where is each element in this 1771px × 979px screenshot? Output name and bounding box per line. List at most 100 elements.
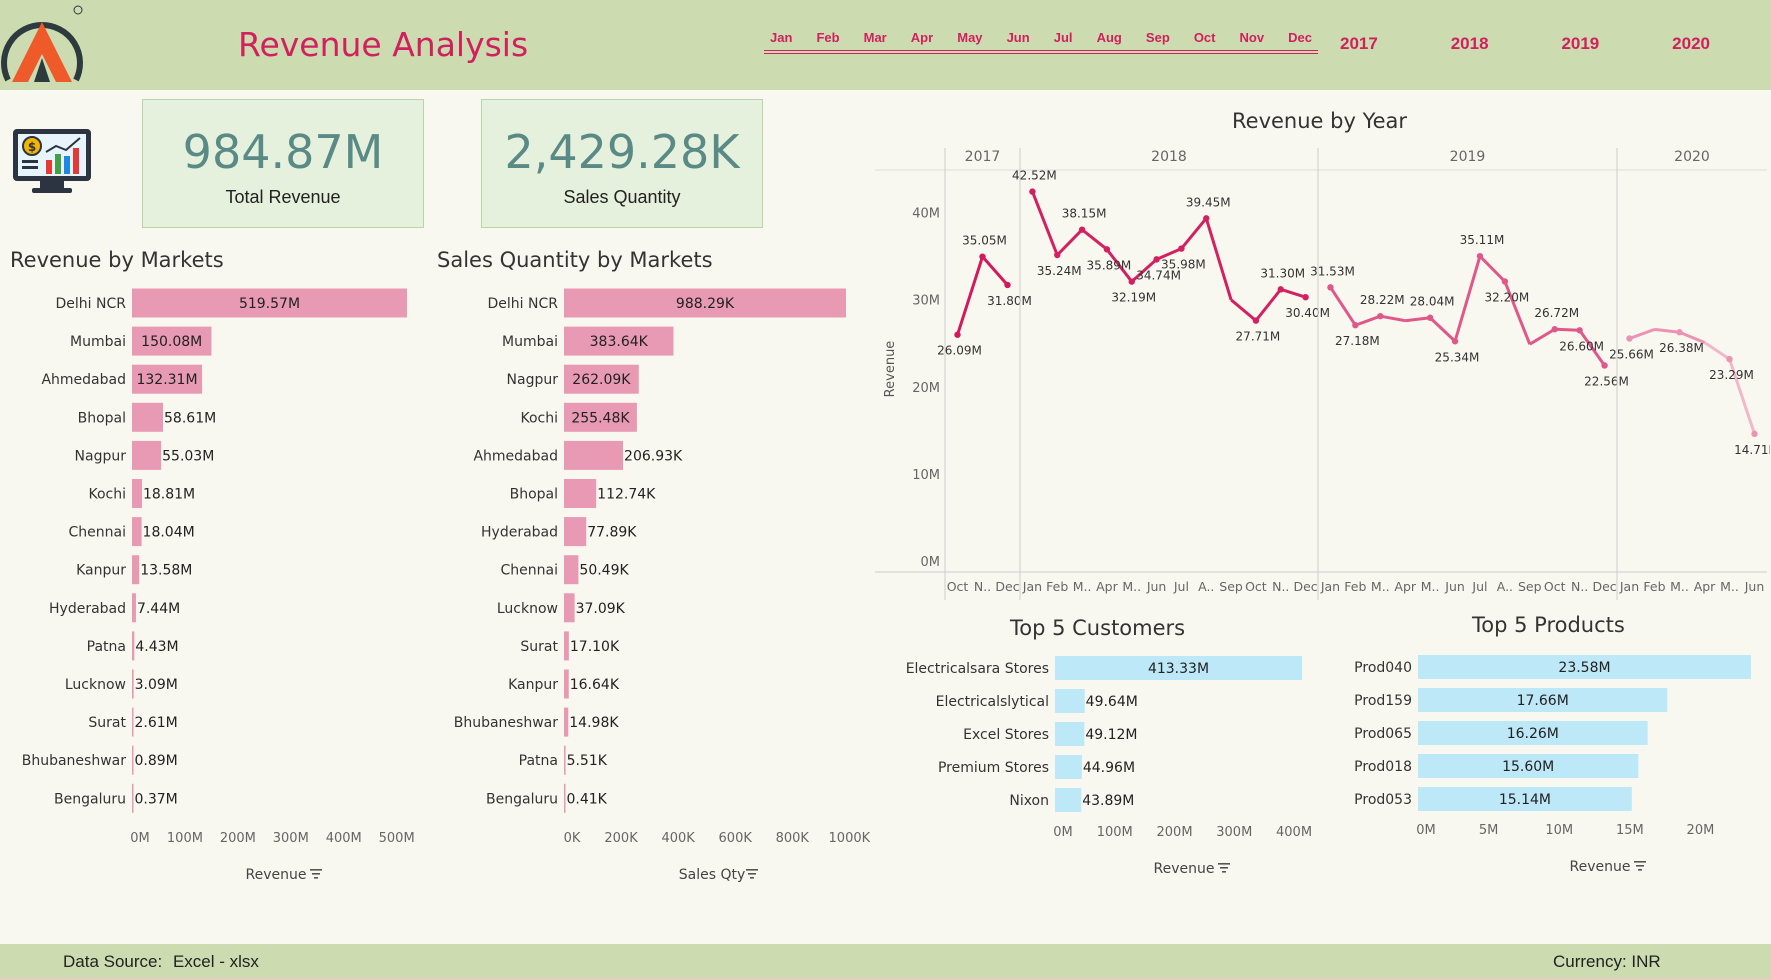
data-point: [1128, 278, 1135, 285]
bar-value-label: 55.03M: [162, 448, 214, 464]
line-segment: [1081, 228, 1108, 251]
revenue-by-markets-chart: Delhi NCR 519.57M Mumbai 150.08M Ahmedabad 13…: [22, 288, 415, 883]
bar: [1418, 688, 1668, 712]
x-tick-label: Jul: [1471, 579, 1487, 594]
bar-value-label: 13.58M: [140, 563, 192, 579]
line-segment: [1529, 327, 1556, 346]
data-label: 34.74M: [1136, 268, 1181, 282]
sort-icon-line: [1634, 861, 1646, 863]
month-filter-dec[interactable]: Dec: [1288, 30, 1312, 45]
year-filter-2019[interactable]: 2019: [1561, 34, 1600, 53]
revenue-by-year-chart: 0M 10M 20M 30M 40M Revenue 2017 26.09M 35.05M 31.…: [875, 148, 1770, 600]
bar: [564, 288, 846, 318]
line-segment: [1405, 316, 1431, 323]
data-label: 31.80M: [987, 294, 1032, 308]
year-filter-2017[interactable]: 2017: [1340, 34, 1378, 53]
month-filter-jul[interactable]: Jul: [1053, 30, 1073, 45]
x-tick-label: 200M: [1157, 825, 1193, 840]
x-tick-label: 300M: [273, 831, 309, 846]
data-label: 42.52M: [1012, 169, 1057, 183]
line-segment: [1254, 288, 1282, 322]
x-axis-title: Sales Qty: [679, 867, 746, 883]
month-filter-aug[interactable]: Aug: [1096, 30, 1122, 45]
x-tick-label: Oct: [947, 579, 969, 594]
bar-value-label: 988.29K: [676, 296, 735, 312]
x-tick-label: N..: [1272, 579, 1289, 594]
x-tick-label: N..: [1571, 579, 1588, 594]
category-label: Excel Stores: [963, 727, 1049, 743]
data-point: [1277, 286, 1284, 293]
panel-year-label: 2017: [965, 149, 1001, 165]
sort-icon: [746, 869, 758, 879]
x-tick-label: A..: [1497, 579, 1513, 594]
bar-value-label: 23.58M: [1558, 660, 1610, 676]
bar: [132, 555, 140, 585]
x-tick-label: 20M: [1687, 823, 1715, 838]
y-tick-label: 0M: [921, 555, 941, 570]
bar-value-label: 0.89M: [135, 753, 178, 769]
sort-icon-line: [1220, 867, 1228, 869]
x-tick-label: Feb: [1643, 579, 1665, 594]
month-filter-jun[interactable]: Jun: [1006, 30, 1030, 45]
bar: [132, 631, 135, 661]
month-filter-may[interactable]: May: [957, 30, 983, 45]
bar-value-label: 15.60M: [1502, 759, 1554, 775]
bar-value-label: 3.09M: [135, 677, 178, 693]
month-filter-mar[interactable]: Mar: [863, 30, 887, 45]
line-segment: [1703, 341, 1731, 361]
month-filter-feb[interactable]: Feb: [816, 30, 840, 45]
bar: [1055, 656, 1302, 680]
year-filter-2020[interactable]: 2020: [1672, 34, 1710, 53]
x-tick-label: Dec: [1592, 579, 1616, 594]
bar-value-label: 150.08M: [141, 334, 202, 350]
bar: [564, 669, 569, 699]
line-segment: [1654, 327, 1680, 334]
sort-icon-line: [1218, 863, 1230, 865]
category-label: Prod053: [1354, 792, 1412, 808]
bar: [564, 707, 569, 737]
year-filter-2018[interactable]: 2018: [1450, 34, 1489, 53]
x-tick-label: M..: [1670, 579, 1689, 594]
sort-icon: [310, 869, 322, 879]
bar: [564, 745, 566, 775]
month-filter-oct[interactable]: Oct: [1193, 30, 1216, 45]
data-point: [1078, 226, 1086, 233]
data-point: [1426, 314, 1434, 321]
x-tick-label: Feb: [1046, 579, 1068, 594]
data-point: [954, 331, 961, 338]
x-tick-label: Apr: [1694, 579, 1716, 594]
x-tick-label: A..: [1198, 579, 1214, 594]
month-filter-jan[interactable]: Jan: [770, 30, 793, 45]
x-tick-label: 0M: [1053, 825, 1073, 840]
data-label: 14.71M: [1734, 443, 1770, 457]
bar-value-label: 15.14M: [1499, 792, 1551, 808]
x-axis-title: Revenue: [1570, 859, 1631, 875]
data-point: [1377, 312, 1384, 320]
line-segment: [1554, 327, 1580, 332]
data-label: 39.45M: [1186, 195, 1231, 209]
category-label: Delhi NCR: [488, 296, 559, 312]
header-bar: Revenue Analysis Jan Feb Mar Apr May Jun Jul Au…: [0, 0, 1771, 90]
x-tick-label: Oct: [1245, 579, 1267, 594]
bar-value-label: 112.74K: [597, 487, 656, 503]
data-label: 35.24M: [1037, 264, 1082, 278]
category-label: Electricalslytical: [936, 694, 1049, 710]
category-label: Patna: [87, 639, 126, 655]
x-tick-label: Jun: [1444, 579, 1465, 594]
category-label: Hyderabad: [481, 525, 558, 541]
line-segment: [981, 255, 1009, 286]
line-segment: [1728, 358, 1756, 435]
line-segment: [1354, 314, 1381, 327]
month-filter-nov[interactable]: Nov: [1239, 30, 1265, 45]
month-filter-apr[interactable]: Apr: [910, 30, 934, 45]
category-label: Delhi NCR: [56, 296, 127, 312]
category-label: Lucknow: [65, 677, 126, 693]
x-tick-label: 500M: [379, 831, 415, 846]
category-label: Prod040: [1354, 660, 1412, 676]
data-point: [979, 253, 986, 260]
month-filter-sep[interactable]: Sep: [1145, 30, 1170, 45]
x-tick-label: 400K: [661, 831, 695, 846]
category-label: Patna: [519, 753, 558, 769]
x-tick-label: 400M: [1276, 825, 1312, 840]
line-segment: [1130, 258, 1158, 283]
